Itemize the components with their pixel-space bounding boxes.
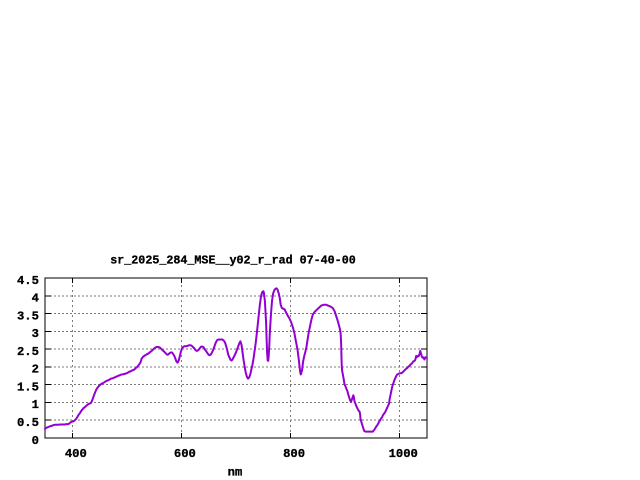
svg-text:0: 0 xyxy=(32,434,39,448)
svg-text:400: 400 xyxy=(65,447,87,461)
svg-text:4: 4 xyxy=(32,292,39,306)
svg-text:sr_2025_284_MSE__y02_r_rad 07-: sr_2025_284_MSE__y02_r_rad 07-40-00 xyxy=(110,254,355,268)
svg-text:2.5: 2.5 xyxy=(17,345,39,359)
svg-text:600: 600 xyxy=(174,447,196,461)
svg-text:1: 1 xyxy=(32,398,39,412)
svg-text:0.5: 0.5 xyxy=(17,416,39,430)
svg-text:800: 800 xyxy=(283,447,305,461)
svg-text:1.5: 1.5 xyxy=(17,381,39,395)
svg-text:nm: nm xyxy=(228,466,243,480)
svg-text:3: 3 xyxy=(32,327,39,341)
svg-text:1000: 1000 xyxy=(389,447,418,461)
svg-text:2: 2 xyxy=(32,363,39,377)
svg-text:3.5: 3.5 xyxy=(17,309,39,323)
svg-text:4.5: 4.5 xyxy=(17,274,39,288)
